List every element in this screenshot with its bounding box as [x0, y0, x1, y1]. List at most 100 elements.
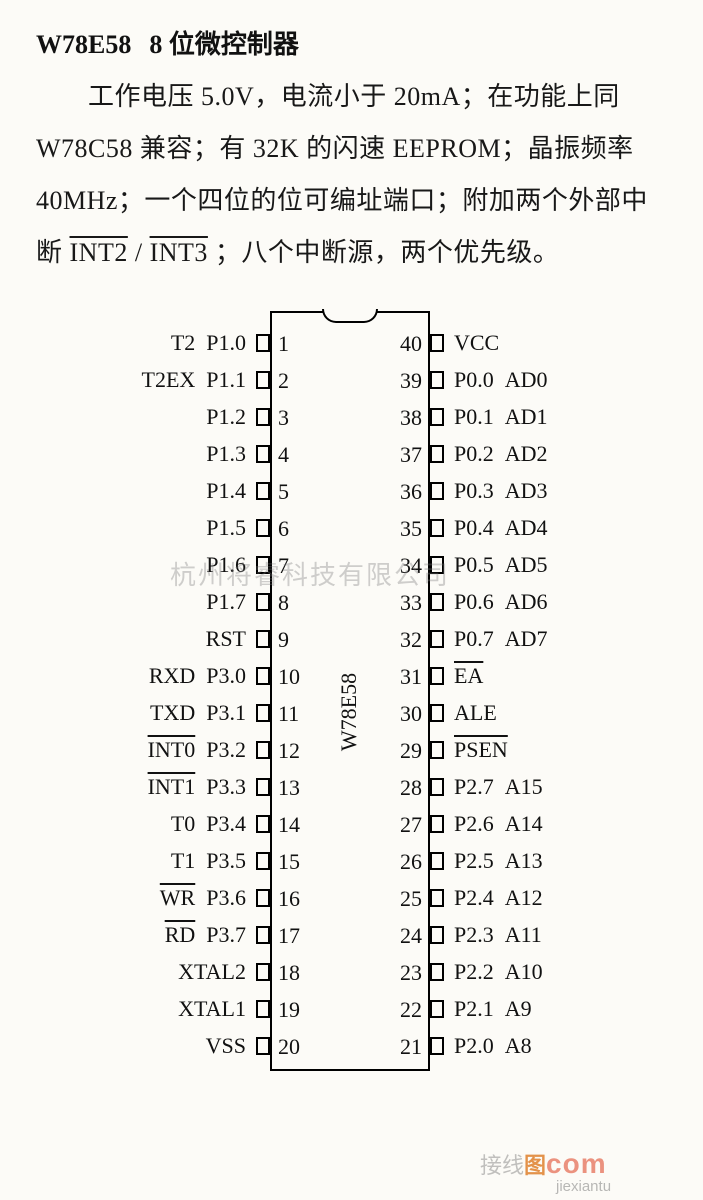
pin-number: 35 [388, 516, 422, 542]
pin-box [256, 630, 270, 648]
pin-box [256, 852, 270, 870]
pin-box [256, 482, 270, 500]
pin-box [256, 519, 270, 537]
pin-number: 5 [278, 479, 289, 505]
pin-label: P2.7 A15 [454, 774, 543, 800]
pin-number: 30 [388, 701, 422, 727]
pin-label: P1.3 [56, 441, 246, 467]
pin-label: RXD P3.0 [56, 663, 246, 689]
pin-box [430, 445, 444, 463]
pin-label: P0.3 AD3 [454, 478, 548, 504]
pin-label: P2.6 A14 [454, 811, 543, 837]
pin-label: P0.0 AD0 [454, 367, 548, 393]
pin-number: 38 [388, 405, 422, 431]
pin-label: P1.4 [56, 478, 246, 504]
pin-box [430, 741, 444, 759]
pin-label: TXD P3.1 [56, 700, 246, 726]
pin-box [430, 630, 444, 648]
pin-box [256, 593, 270, 611]
pin-box [430, 667, 444, 685]
pin-number: 10 [278, 664, 300, 690]
pin-box [256, 741, 270, 759]
pin-number: 19 [278, 997, 300, 1023]
pin-number: 40 [388, 331, 422, 357]
pin-label: P1.2 [56, 404, 246, 430]
pin-box [430, 815, 444, 833]
pin-number: 20 [278, 1034, 300, 1060]
watermark-site-pinyin: jiexiantu [556, 1178, 611, 1195]
pin-label: P1.6 [56, 552, 246, 578]
pin-box [256, 704, 270, 722]
pin-label: P1.7 [56, 589, 246, 615]
pin-label: P0.4 AD4 [454, 515, 548, 541]
pin-box [430, 1000, 444, 1018]
chip-notch [322, 309, 378, 323]
pin-label: T2EX P1.1 [56, 367, 246, 393]
pin-number: 2 [278, 368, 289, 394]
pin-number: 3 [278, 405, 289, 431]
pin-box [256, 445, 270, 463]
pin-number: 6 [278, 516, 289, 542]
pin-box [430, 371, 444, 389]
pin-label: P2.3 A11 [454, 922, 542, 948]
pin-number: 7 [278, 553, 289, 579]
pin-label: P2.2 A10 [454, 959, 543, 985]
pin-number: 18 [278, 960, 300, 986]
pin-number: 16 [278, 886, 300, 912]
pin-number: 39 [388, 368, 422, 394]
pin-box [430, 852, 444, 870]
title-sub: 8 位微控制器 [149, 30, 299, 59]
pin-label: XTAL2 [56, 959, 246, 985]
pin-label: INT1 P3.3 [56, 774, 246, 800]
pin-box [256, 778, 270, 796]
pin-number: 31 [388, 664, 422, 690]
pin-label: P0.1 AD1 [454, 404, 548, 430]
pin-box [256, 1000, 270, 1018]
pin-label: PSEN [454, 737, 508, 763]
pin-label: INT0 P3.2 [56, 737, 246, 763]
pin-number: 11 [278, 701, 299, 727]
pin-label: T1 P3.5 [56, 848, 246, 874]
pin-number: 1 [278, 331, 289, 357]
pin-box [256, 667, 270, 685]
pin-label: XTAL1 [56, 996, 246, 1022]
pin-label: T0 P3.4 [56, 811, 246, 837]
pin-label: RST [56, 626, 246, 652]
pin-number: 8 [278, 590, 289, 616]
pin-label: ALE [454, 700, 497, 726]
pin-box [256, 815, 270, 833]
pin-box [256, 408, 270, 426]
pin-box [430, 778, 444, 796]
pin-label: VCC [454, 330, 499, 356]
pin-box [430, 482, 444, 500]
pin-number: 36 [388, 479, 422, 505]
pin-box [256, 334, 270, 352]
pin-box [256, 1037, 270, 1055]
watermark-site: 接线图com [480, 1148, 607, 1180]
pin-number: 26 [388, 849, 422, 875]
pin-number: 14 [278, 812, 300, 838]
pin-box [256, 371, 270, 389]
pin-number: 33 [388, 590, 422, 616]
pin-number: 4 [278, 442, 289, 468]
pin-box [256, 926, 270, 944]
pin-number: 29 [388, 738, 422, 764]
pin-label: WR P3.6 [56, 885, 246, 911]
pin-label: P0.7 AD7 [454, 626, 548, 652]
pin-number: 28 [388, 775, 422, 801]
pin-label: RD P3.7 [56, 922, 246, 948]
pin-number: 37 [388, 442, 422, 468]
page-title: W78E588 位微控制器 [36, 24, 667, 61]
chip-part-number: W78E58 [336, 673, 362, 751]
pin-number: 9 [278, 627, 289, 653]
pin-box [430, 1037, 444, 1055]
chip-pinout-diagram: W78E581T2 P1.02T2EX P1.13P1.24P1.35P1.46… [0, 299, 703, 1109]
pin-number: 25 [388, 886, 422, 912]
pin-number: 21 [388, 1034, 422, 1060]
pin-label: P2.0 A8 [454, 1033, 532, 1059]
pin-label: P0.2 AD2 [454, 441, 548, 467]
pin-number: 12 [278, 738, 300, 764]
description-paragraph: 工作电压 5.0V，电流小于 20mA；在功能上同 W78C58 兼容；有 32… [36, 71, 667, 279]
pin-number: 17 [278, 923, 300, 949]
pin-number: 22 [388, 997, 422, 1023]
